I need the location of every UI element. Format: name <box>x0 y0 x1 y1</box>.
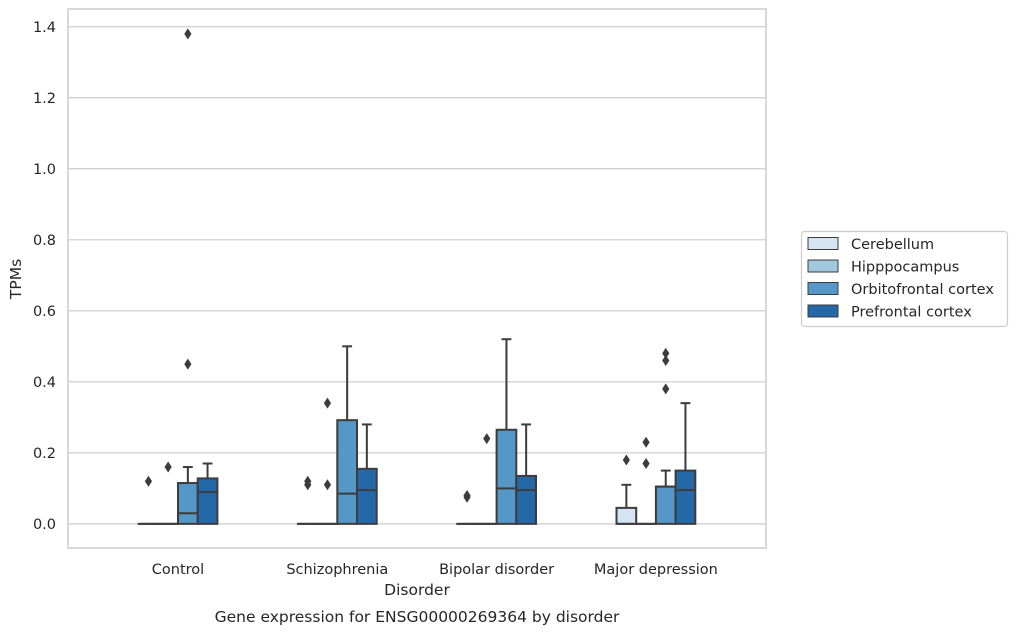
y-tick-labels: 0.0 0.2 0.4 0.6 0.8 1.0 1.2 1.4 <box>33 20 56 533</box>
x-tick-label: Bipolar disorder <box>439 562 554 578</box>
plot-frame <box>67 8 767 549</box>
box-marks <box>137 28 697 525</box>
x-axis-title: Disorder <box>384 581 450 599</box>
outlier-point <box>184 28 192 40</box>
box-hipppocampus <box>635 436 657 525</box>
box-prefrontal-cortex <box>356 423 378 525</box>
outlier-point <box>662 347 670 359</box>
outlier-point <box>144 475 153 487</box>
legend-swatch <box>807 304 839 318</box>
box-prefrontal-cortex <box>674 402 697 525</box>
grid-lines <box>68 26 766 525</box>
y-tick-label: 1.0 <box>33 162 56 178</box>
box-body <box>654 485 677 525</box>
legend: Cerebellum Hipppocampus Orbitofrontal cort… <box>800 230 1009 328</box>
y-tick-label: 0.0 <box>33 517 56 533</box>
x-tick-label: Control <box>152 562 204 578</box>
outlier-point <box>662 383 670 395</box>
y-tick-label: 0.4 <box>33 375 56 391</box>
box-prefrontal-cortex <box>196 462 219 525</box>
box-body <box>674 469 697 525</box>
legend-label: Orbitofrontal cortex <box>851 282 994 298</box>
outlier-point <box>642 457 650 469</box>
box-hipppocampus <box>316 397 339 525</box>
y-tick-label: 1.4 <box>33 20 56 36</box>
outlier-point <box>483 433 491 445</box>
outlier-point <box>622 454 630 466</box>
box-orbitofrontal-cortex <box>495 338 518 525</box>
box-cerebellum <box>456 489 478 525</box>
legend-label: Hipppocampus <box>851 260 959 276</box>
box-body <box>177 482 199 525</box>
x-tick-labels: Control Schizophrenia Bipolar disorder Majo… <box>152 562 718 578</box>
y-axis-title: TPMs <box>7 259 25 300</box>
box-orbitofrontal-cortex <box>654 347 677 525</box>
legend-box <box>800 230 1009 328</box>
outlier-point <box>463 491 471 503</box>
chart-caption: Gene expression for ENSG00000269364 by d… <box>215 608 620 626</box>
x-tick-label: Major depression <box>594 562 718 578</box>
box-body <box>515 474 537 525</box>
box-body <box>356 467 378 525</box>
legend-swatch <box>807 259 839 273</box>
box-cerebellum <box>615 454 638 525</box>
y-tick-label: 0.6 <box>33 304 56 320</box>
box-cerebellum <box>296 475 319 525</box>
y-tick-label: 0.2 <box>33 446 56 462</box>
y-tick-label: 0.8 <box>33 233 56 249</box>
outlier-point <box>164 461 172 473</box>
box-hipppocampus <box>475 433 498 525</box>
box-cerebellum <box>137 475 160 525</box>
outlier-point <box>642 436 650 448</box>
outlier-point <box>323 479 332 491</box>
outlier-point <box>662 355 670 367</box>
box-hipppocampus <box>157 461 180 525</box>
box-prefrontal-cortex <box>515 423 537 525</box>
legend-label: Prefrontal cortex <box>851 305 972 321</box>
plot-border <box>67 8 767 549</box>
box-body <box>495 428 518 525</box>
y-tick-label: 1.2 <box>33 91 56 107</box>
box-body <box>196 477 219 525</box>
box-body <box>615 506 638 525</box>
outlier-point <box>184 358 192 370</box>
x-tick-label: Schizophrenia <box>286 562 388 578</box>
legend-swatch <box>807 237 839 250</box>
outlier-point <box>323 397 332 409</box>
box-orbitofrontal-cortex <box>336 345 358 525</box>
outlier-point <box>304 475 312 487</box>
legend-swatch <box>807 282 839 295</box>
box-orbitofrontal-cortex <box>177 28 199 525</box>
box-body <box>336 419 358 525</box>
legend-label: Cerebellum <box>851 237 934 253</box>
